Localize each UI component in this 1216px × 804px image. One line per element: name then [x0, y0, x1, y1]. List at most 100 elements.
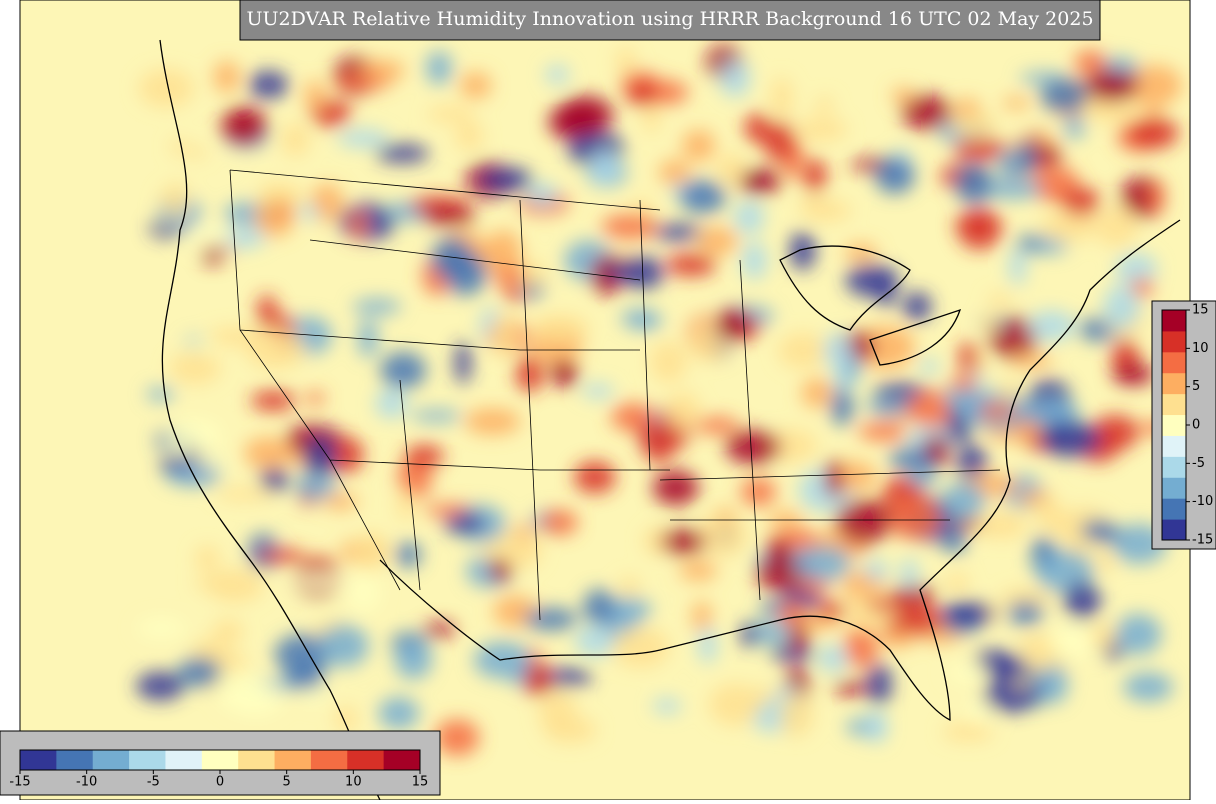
- field-blob: [658, 159, 691, 186]
- field-blob: [619, 576, 640, 599]
- field-blob: [719, 59, 751, 98]
- field-blob: [725, 429, 782, 465]
- field-blob: [1080, 519, 1117, 541]
- colorbar-swatch: [1162, 456, 1186, 478]
- field-blob: [741, 241, 767, 280]
- field-blob: [515, 355, 544, 393]
- field-blob: [526, 183, 559, 208]
- field-blob: [1085, 70, 1139, 103]
- colorbar-swatch: [1162, 435, 1186, 457]
- field-blob: [987, 293, 1014, 308]
- field-blob: [246, 330, 306, 370]
- field-blob: [886, 496, 941, 540]
- field-blob: [877, 274, 896, 308]
- field-blob: [1035, 498, 1064, 532]
- field-blob: [192, 639, 226, 663]
- colorbar-tick-label: -15: [1192, 533, 1213, 548]
- colorbar-tick-label: -5: [147, 775, 160, 790]
- field-blob: [1114, 613, 1162, 655]
- field-blob: [682, 129, 716, 162]
- colorbar-swatch: [1162, 498, 1186, 520]
- field-blob: [297, 205, 321, 219]
- field-blob: [1128, 117, 1179, 149]
- field-blob: [679, 560, 718, 581]
- field-blob: [830, 387, 854, 426]
- field-blob: [1145, 105, 1162, 118]
- colorbar-tick-label: 10: [345, 775, 362, 790]
- field-blob: [874, 157, 915, 195]
- field-blob: [740, 477, 776, 507]
- field-blob: [866, 663, 893, 705]
- field-blob: [221, 106, 267, 145]
- field-blob: [653, 224, 703, 241]
- humidity-field: [136, 44, 1182, 756]
- field-blob: [733, 200, 765, 235]
- field-blob: [844, 626, 878, 669]
- field-blob: [274, 634, 332, 675]
- colorbar-swatch: [1162, 393, 1186, 416]
- field-blob: [920, 358, 939, 375]
- field-blob: [818, 644, 848, 673]
- field-blob: [888, 447, 934, 470]
- field-blob: [766, 539, 790, 563]
- colorbar-horizontal: -15 -10 -5 0 5 10 15: [9, 749, 428, 790]
- field-blob: [554, 362, 577, 388]
- field-blob: [999, 588, 1054, 607]
- colorbar-swatch: [310, 750, 348, 770]
- field-blob: [304, 391, 326, 405]
- field-blob: [489, 559, 512, 582]
- field-blob: [945, 573, 970, 593]
- field-blob: [459, 72, 492, 99]
- field-blob: [616, 46, 636, 75]
- field-blob: [136, 617, 187, 640]
- colorbar-tick-label: 0: [1192, 418, 1200, 433]
- colorbar-swatch: [1162, 330, 1186, 353]
- field-blob: [954, 163, 993, 205]
- field-blob: [490, 313, 520, 357]
- field-blob: [248, 70, 289, 99]
- field-blob: [738, 168, 782, 195]
- field-blob: [901, 94, 952, 130]
- field-blob: [747, 621, 791, 645]
- field-blob: [230, 682, 284, 717]
- colorbar-swatch: [1162, 310, 1186, 332]
- field-blob: [318, 624, 369, 667]
- field-blob: [605, 261, 641, 280]
- field-blob: [423, 622, 456, 637]
- field-blob: [696, 226, 738, 256]
- field-blob: [858, 422, 909, 441]
- field-blob: [835, 499, 892, 543]
- field-blob: [1031, 238, 1068, 254]
- field-blob: [824, 459, 843, 499]
- field-blob: [334, 706, 358, 732]
- coastlines: [159, 39, 1181, 800]
- field-blob: [865, 397, 908, 416]
- field-blob: [880, 629, 916, 648]
- field-blob: [322, 493, 358, 510]
- field-blob: [694, 417, 740, 434]
- field-blob: [666, 392, 701, 431]
- field-blob: [485, 230, 522, 273]
- field-blob: [582, 383, 614, 399]
- field-blob: [698, 627, 717, 664]
- colorbar-swatch: [1162, 372, 1186, 395]
- field-blob: [665, 253, 717, 277]
- field-blob: [709, 683, 762, 726]
- field-blob: [1017, 139, 1036, 176]
- field-blob: [260, 466, 289, 492]
- field-blob: [855, 325, 915, 370]
- colorbar-vertical: 15 10 5 0 -5 -10 -15: [1161, 303, 1213, 548]
- field-blob: [763, 121, 796, 162]
- field-blob: [411, 409, 462, 423]
- field-blob: [744, 112, 771, 144]
- field-blob: [951, 112, 998, 139]
- field-blob: [627, 81, 658, 108]
- field-blob: [426, 50, 453, 85]
- field-blob: [545, 65, 570, 85]
- field-blob: [1009, 248, 1027, 286]
- field-blob: [523, 663, 553, 697]
- field-blob: [136, 671, 185, 701]
- colorbar-tick-label: 15: [1192, 303, 1209, 318]
- field-blob: [716, 308, 752, 341]
- field-blob: [375, 144, 430, 163]
